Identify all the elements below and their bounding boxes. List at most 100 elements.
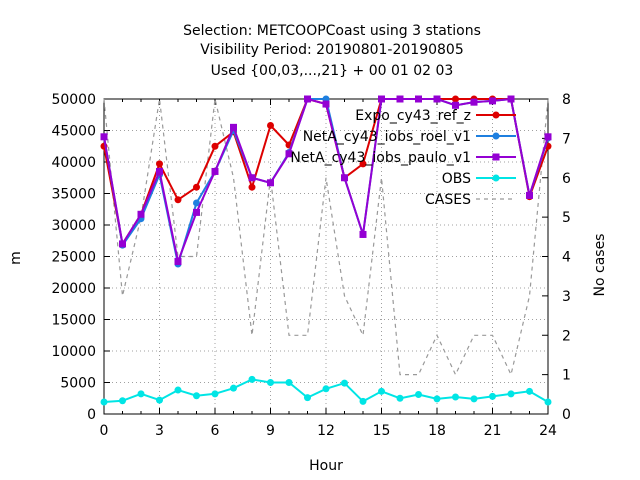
x-tick-label: 6 bbox=[211, 423, 220, 439]
data-point-neta-cy43-iobs-paulo-v1 bbox=[544, 133, 552, 141]
legend-label: OBS bbox=[442, 171, 471, 187]
data-point-obs bbox=[193, 392, 200, 400]
data-point-neta-cy43-iobs-paulo-v1 bbox=[489, 97, 496, 105]
y-tick-label: 40000 bbox=[51, 155, 96, 171]
y2-tick-label: 7 bbox=[562, 131, 571, 147]
y-axis-label: m bbox=[8, 251, 24, 265]
data-point-neta-cy43-iobs-paulo-v1 bbox=[470, 98, 478, 106]
data-point-obs bbox=[341, 379, 348, 387]
data-point-obs bbox=[415, 390, 422, 398]
y2-tick-label: 8 bbox=[562, 92, 571, 108]
x-tick-label: 15 bbox=[373, 423, 391, 439]
data-point-neta-cy43-iobs-paulo-v1 bbox=[174, 258, 182, 266]
y-tick-label: 35000 bbox=[51, 187, 96, 203]
y-tick-label: 30000 bbox=[51, 218, 96, 234]
data-point-neta-cy43-iobs-paulo-v1 bbox=[359, 230, 367, 238]
y2-tick-label: 1 bbox=[562, 368, 571, 384]
legend-marker bbox=[492, 174, 500, 182]
grid bbox=[104, 99, 548, 414]
data-point-obs bbox=[359, 397, 367, 405]
data-point-expo-cy43-ref-z bbox=[248, 183, 256, 191]
data-point-obs bbox=[470, 395, 478, 403]
data-point-obs bbox=[526, 387, 533, 395]
y-tick-label: 0 bbox=[87, 407, 96, 423]
data-point-obs bbox=[230, 384, 237, 392]
y2-tick-label: 4 bbox=[562, 250, 571, 266]
title-line-2: Visibility Period: 20190801-20190805 bbox=[200, 42, 464, 58]
data-point-neta-cy43-iobs-paulo-v1 bbox=[415, 95, 422, 103]
y-tick-label: 20000 bbox=[51, 281, 96, 297]
legend-marker bbox=[492, 132, 500, 140]
x-tick-label: 24 bbox=[539, 423, 557, 439]
x-tick-label: 21 bbox=[484, 423, 502, 439]
legend-label: Expo_cy43_ref_z bbox=[355, 108, 471, 124]
data-point-obs bbox=[174, 386, 182, 394]
data-point-obs bbox=[267, 379, 274, 386]
data-point-obs bbox=[433, 395, 441, 403]
data-point-expo-cy43-ref-z bbox=[174, 196, 182, 204]
legend-marker bbox=[492, 153, 500, 161]
data-point-neta-cy43-iobs-paulo-v1 bbox=[304, 95, 311, 103]
y-tick-label: 5000 bbox=[60, 376, 96, 392]
data-point-neta-cy43-iobs-paulo-v1 bbox=[137, 210, 145, 218]
x-tick-label: 18 bbox=[428, 423, 446, 439]
data-point-expo-cy43-ref-z bbox=[359, 160, 367, 168]
y2-tick-label: 0 bbox=[562, 407, 571, 423]
x-axis-label: Hour bbox=[309, 458, 343, 474]
y-tick-label: 50000 bbox=[51, 92, 96, 108]
y2-tick-label: 5 bbox=[562, 210, 571, 226]
data-point-obs bbox=[378, 387, 385, 395]
x-tick-label: 3 bbox=[155, 423, 164, 439]
data-point-neta-cy43-iobs-paulo-v1 bbox=[378, 95, 385, 103]
data-point-neta-cy43-iobs-paulo-v1 bbox=[341, 174, 348, 182]
data-point-obs bbox=[137, 390, 145, 398]
data-point-expo-cy43-ref-z bbox=[193, 183, 200, 191]
data-point-obs bbox=[489, 392, 496, 400]
data-point-obs bbox=[544, 398, 552, 406]
legend-label: NetA_cy43_iobs_paulo_v1 bbox=[290, 150, 471, 166]
data-point-neta-cy43-iobs-paulo-v1 bbox=[211, 167, 219, 175]
data-point-neta-cy43-iobs-roel-v1 bbox=[193, 199, 200, 207]
data-point-obs bbox=[156, 396, 163, 404]
data-point-obs bbox=[322, 385, 330, 393]
y-tick-label: 10000 bbox=[51, 344, 96, 360]
series-layer bbox=[100, 95, 552, 406]
legend-label: NetA_cy43_iobs_roel_v1 bbox=[303, 129, 471, 145]
data-point-obs bbox=[304, 394, 311, 402]
y2-axis-label: No cases bbox=[592, 234, 608, 297]
data-point-obs bbox=[119, 397, 126, 405]
data-point-neta-cy43-iobs-paulo-v1 bbox=[193, 208, 200, 216]
data-point-neta-cy43-iobs-paulo-v1 bbox=[230, 123, 237, 131]
data-point-obs bbox=[211, 390, 219, 398]
y2-tick-label: 6 bbox=[562, 171, 571, 187]
data-point-neta-cy43-iobs-paulo-v1 bbox=[267, 179, 274, 187]
data-point-obs bbox=[248, 375, 256, 383]
data-point-neta-cy43-iobs-paulo-v1 bbox=[248, 174, 256, 182]
data-point-neta-cy43-iobs-paulo-v1 bbox=[156, 167, 163, 175]
y2-tick-label: 2 bbox=[562, 328, 571, 344]
x-tick-label: 0 bbox=[100, 423, 109, 439]
data-point-obs bbox=[285, 379, 293, 386]
plot-frame bbox=[103, 98, 549, 415]
data-point-obs bbox=[452, 393, 459, 401]
data-point-neta-cy43-iobs-paulo-v1 bbox=[452, 101, 459, 109]
data-point-neta-cy43-iobs-paulo-v1 bbox=[322, 100, 330, 108]
data-point-neta-cy43-iobs-paulo-v1 bbox=[100, 133, 108, 141]
x-tick-label: 9 bbox=[266, 423, 275, 439]
y-tick-label: 15000 bbox=[51, 313, 96, 329]
x-tick-label: 12 bbox=[317, 423, 335, 439]
legend-marker bbox=[492, 111, 500, 119]
data-point-neta-cy43-iobs-paulo-v1 bbox=[396, 95, 404, 103]
data-point-obs bbox=[396, 394, 404, 402]
data-point-neta-cy43-iobs-paulo-v1 bbox=[433, 95, 441, 103]
data-point-expo-cy43-ref-z bbox=[267, 121, 274, 129]
legend-label: CASES bbox=[425, 192, 471, 208]
data-point-neta-cy43-iobs-paulo-v1 bbox=[526, 191, 533, 199]
chart-title: Selection: METCOOPCoast using 3 stations… bbox=[183, 23, 481, 79]
data-point-neta-cy43-iobs-paulo-v1 bbox=[507, 95, 515, 103]
legend: Expo_cy43_ref_z NetA_cy43_iobs_roel_v1 Net… bbox=[290, 108, 516, 208]
data-point-neta-cy43-iobs-paulo-v1 bbox=[119, 240, 126, 248]
series-line-cases bbox=[103, 98, 549, 377]
y-tick-label: 45000 bbox=[51, 124, 96, 140]
